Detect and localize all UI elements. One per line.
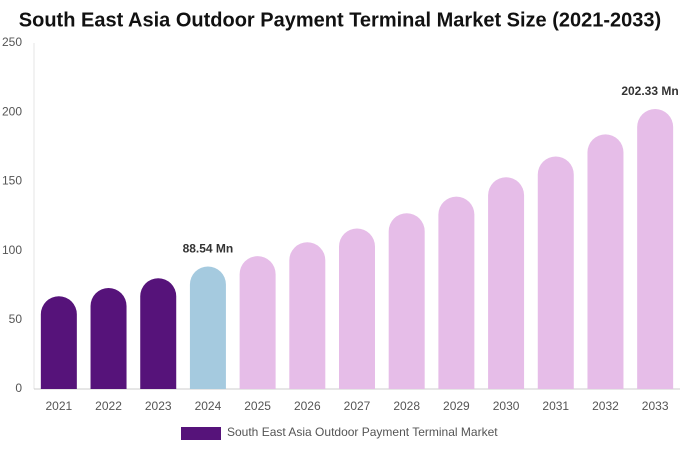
bar [388, 213, 425, 389]
x-tick-label: 2021 [45, 399, 72, 413]
bar [239, 256, 276, 389]
x-tick-label: 2032 [592, 399, 619, 413]
legend-swatch [181, 427, 221, 440]
y-tick-label: 250 [2, 35, 22, 49]
bar [438, 196, 475, 389]
bar [140, 278, 177, 389]
value-label: 88.54 Mn [183, 242, 234, 256]
bar [189, 266, 226, 389]
bar [637, 108, 674, 390]
y-tick-label: 100 [2, 243, 22, 257]
legend-label: South East Asia Outdoor Payment Terminal… [227, 425, 498, 439]
x-tick-label: 2030 [493, 399, 520, 413]
y-tick-label: 200 [2, 104, 22, 118]
x-tick-label: 2033 [642, 399, 669, 413]
x-tick-label: 2022 [95, 399, 122, 413]
bar [90, 287, 127, 389]
x-tick-label: 2028 [393, 399, 420, 413]
x-tick-label: 2031 [542, 399, 569, 413]
x-tick-label: 2025 [244, 399, 271, 413]
bar [339, 228, 375, 389]
y-tick-label: 0 [15, 381, 22, 395]
bar [537, 156, 574, 389]
bar [587, 134, 624, 389]
y-tick-label: 150 [2, 174, 22, 188]
x-tick-label: 2024 [195, 399, 222, 413]
x-tick-label: 2029 [443, 399, 470, 413]
y-tick-label: 50 [9, 312, 23, 326]
x-tick-label: 2023 [145, 399, 172, 413]
x-tick-label: 2027 [344, 399, 371, 413]
bar [40, 296, 77, 389]
x-tick-label: 2026 [294, 399, 321, 413]
value-label: 202.33 Mn [621, 84, 678, 98]
bar [488, 177, 525, 389]
bar [289, 242, 326, 389]
chart-title: South East Asia Outdoor Payment Terminal… [19, 9, 661, 31]
